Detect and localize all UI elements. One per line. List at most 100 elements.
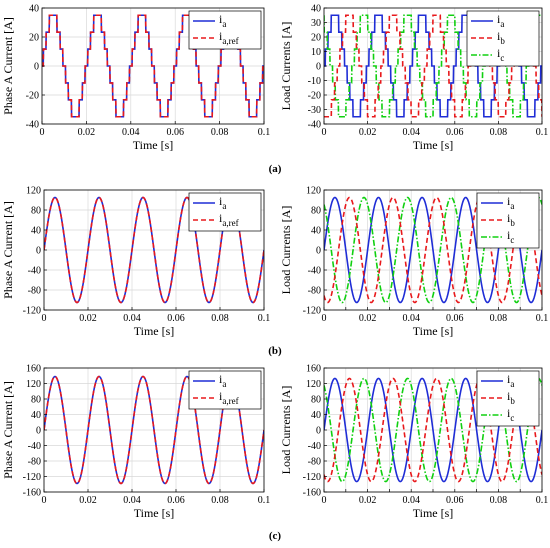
y-tick-label: -120: [303, 472, 321, 483]
x-tick-label: 0.1: [536, 127, 549, 138]
y-tick-label: -40: [308, 441, 321, 452]
y-tick-label: -40: [308, 120, 321, 131]
y-tick-label: 40: [311, 410, 321, 421]
x-axis-label: Time [s]: [413, 324, 454, 338]
chart-b-load-currents: 0 0.02 0.04 0.06 0.08 0.1 -120 -80 -40 0 40 80 120 Ti…: [279, 186, 549, 339]
y-tick-label: 40: [311, 4, 321, 15]
y-tick-label: -40: [28, 266, 41, 277]
x-tick-label: 0.02: [359, 495, 377, 506]
legend-label-subscript: a,ref: [222, 218, 238, 228]
legend-label-subscript: b: [500, 36, 505, 46]
legend-label: ia: [497, 12, 504, 29]
caption-a: (a): [268, 163, 282, 175]
legend-label-subscript: c: [510, 413, 514, 423]
y-tick-label: -120: [23, 472, 41, 483]
legend-label: ia: [507, 372, 514, 389]
x-tick-label: 0: [322, 313, 327, 324]
x-tick-label: 0.04: [122, 127, 140, 138]
x-tick-label: 0.06: [167, 313, 185, 324]
y-axis-label: Phase A Current [A]: [1, 17, 15, 115]
x-tick-label: 0.1: [536, 313, 549, 324]
y-tick-label: 120: [26, 379, 41, 390]
y-tick-label: 0: [316, 426, 321, 437]
legend-label: ib: [497, 29, 505, 46]
legend-label-subscript: a: [500, 19, 504, 29]
series-line-ib: [324, 14, 542, 118]
x-axis-label: Time [s]: [413, 506, 454, 520]
y-tick-label: -80: [28, 457, 41, 468]
series-line-ib: [324, 196, 542, 304]
y-tick-label: 120: [306, 379, 321, 390]
y-axis-label: Load Currents [A]: [279, 386, 293, 475]
x-tick-label: 0.04: [402, 313, 420, 324]
caption-c: (c): [268, 530, 282, 542]
y-tick-label: 120: [26, 186, 41, 197]
y-tick-label: -80: [308, 457, 321, 468]
legend-label: ia: [219, 12, 226, 29]
legend-label: ia: [219, 194, 226, 211]
chart-c-load-currents: 0 0.02 0.04 0.06 0.08 0.1 -160 -120 -80 -40 0 40 80 1…: [279, 364, 548, 521]
y-tick-label: -10: [308, 76, 321, 87]
y-tick-label: -160: [23, 488, 41, 499]
y-tick-label: 20: [29, 33, 39, 44]
legend-label-subscript: a: [510, 379, 514, 389]
x-tick-label: 0.08: [490, 127, 508, 138]
x-tick-label: 0.02: [359, 313, 377, 324]
x-tick-label: 0.02: [79, 313, 97, 324]
x-tick-label: 0: [42, 495, 47, 506]
legend-label: ic: [507, 228, 514, 245]
y-tick-label: 120: [306, 186, 321, 197]
legend-label-subscript: a: [222, 19, 226, 29]
x-tick-label: 0.02: [79, 495, 97, 506]
series-line-ic: [324, 377, 542, 483]
legend-label-subscript: a,ref: [222, 36, 238, 46]
x-tick-label: 0: [322, 495, 327, 506]
x-tick-label: 0.02: [359, 127, 377, 138]
legend-box: [476, 370, 540, 427]
legend-label: ic: [507, 406, 514, 423]
x-tick-label: 0.06: [446, 313, 464, 324]
y-tick-label: -20: [308, 91, 321, 102]
y-tick-label: 30: [311, 18, 321, 29]
y-tick-label: -120: [23, 306, 41, 317]
legend-box: [188, 192, 262, 232]
legend-box: [476, 192, 540, 249]
x-tick-label: 0.06: [446, 127, 464, 138]
x-tick-label: 0.06: [166, 127, 184, 138]
y-tick-label: 40: [31, 226, 41, 237]
x-tick-label: 0.04: [402, 495, 420, 506]
chart-c-phase-a-current: 0 0.02 0.04 0.06 0.08 0.1 -160 -120 -80 -40 0 40 80 1…: [1, 364, 270, 521]
x-tick-label: 0: [322, 127, 327, 138]
legend-label-subscript: c: [510, 235, 514, 245]
y-tick-label: 80: [311, 206, 321, 217]
legend-box: [188, 10, 262, 50]
y-axis-label: Load Currents [A]: [279, 206, 293, 295]
x-tick-label: 0.1: [258, 127, 271, 138]
x-tick-label: 0.02: [78, 127, 96, 138]
legend-label-subscript: b: [510, 218, 515, 228]
legend-label: ib: [507, 389, 515, 406]
x-tick-label: 0.08: [211, 127, 229, 138]
y-tick-label: 0: [36, 246, 41, 257]
y-tick-label: -30: [308, 105, 321, 116]
y-tick-label: 80: [31, 206, 41, 217]
x-tick-label: 0.04: [123, 313, 141, 324]
x-tick-label: 0: [42, 313, 47, 324]
y-tick-label: 80: [31, 395, 41, 406]
legend-label-subscript: a: [222, 201, 226, 211]
legend-label: ia: [507, 194, 514, 211]
x-tick-label: 0.08: [211, 313, 229, 324]
y-tick-label: 40: [311, 226, 321, 237]
chart-a-phase-a-current: 0 0.02 0.04 0.06 0.08 0.1 -40 -20 0 20 40 Time [s] P…: [1, 4, 271, 153]
y-tick-label: 20: [311, 33, 321, 44]
y-tick-label: 80: [311, 395, 321, 406]
y-tick-label: 0: [316, 246, 321, 257]
y-tick-label: 160: [306, 364, 321, 375]
